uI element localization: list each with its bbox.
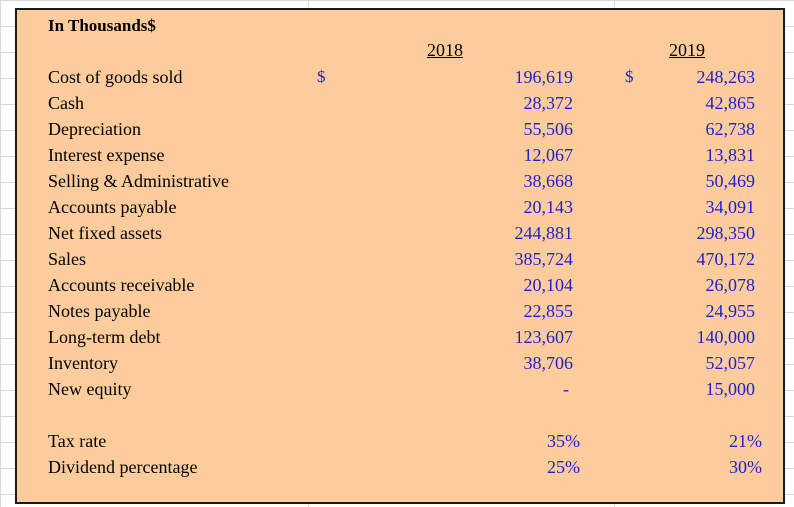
year-header-2018: 2018 (427, 40, 463, 60)
value-2018: 123,607 (514, 327, 574, 347)
value-2019: 13,831 (705, 145, 756, 165)
value-2018: - (563, 379, 569, 399)
value-2018: 55,506 (523, 119, 574, 139)
table-row: Dividend percentage 25% 30% (17, 454, 783, 480)
table-row: Net fixed assets 244,881 298,350 (17, 220, 783, 246)
table-row: Cash 28,372 42,865 (17, 90, 783, 116)
value-2019: 24,955 (705, 301, 756, 321)
row-label: Net fixed assets (48, 223, 162, 243)
row-label: Long-term debt (48, 327, 161, 347)
table-row: New equity - 15,000 (17, 376, 783, 402)
value-2019: 470,172 (696, 249, 756, 269)
row-label: Dividend percentage (48, 457, 198, 477)
table-row: Long-term debt 123,607 140,000 (17, 324, 783, 350)
value-2019: 42,865 (705, 93, 756, 113)
table-row: Selling & Administrative 38,668 50,469 (17, 168, 783, 194)
value-2019: 298,350 (696, 223, 756, 243)
value-2019: 140,000 (696, 327, 756, 347)
rate-2019: 30% (729, 457, 762, 477)
value-2019: 34,091 (705, 197, 756, 217)
value-2018: 196,619 (514, 67, 574, 87)
row-label: Cost of goods sold (48, 67, 183, 87)
value-2018: 12,067 (523, 145, 574, 165)
table-row: Cost of goods sold $ 196,619 $ 248,263 (17, 64, 783, 90)
row-label: Cash (48, 93, 84, 113)
rate-2019: 21% (729, 431, 762, 451)
value-2018: 38,706 (523, 353, 574, 373)
value-2018: 20,143 (523, 197, 574, 217)
value-2019: 52,057 (705, 353, 756, 373)
table-title: In Thousands$ (48, 16, 156, 35)
value-2018: 38,668 (523, 171, 574, 191)
row-label: Inventory (48, 353, 118, 373)
value-2019: 26,078 (705, 275, 756, 295)
row-label: Interest expense (48, 145, 165, 165)
value-2019: 50,469 (705, 171, 756, 191)
year-header-2019: 2019 (669, 40, 705, 60)
currency-symbol-2019: $ (625, 67, 634, 86)
value-2018: 385,724 (514, 249, 574, 269)
value-2019: 248,263 (696, 67, 756, 87)
table-row: Interest expense 12,067 13,831 (17, 142, 783, 168)
table-row: Tax rate 35% 21% (17, 428, 783, 454)
row-label: Tax rate (48, 431, 107, 451)
row-label: Accounts receivable (48, 275, 195, 295)
value-2019: 62,738 (705, 119, 756, 139)
value-2019: 15,000 (705, 379, 756, 399)
value-2018: 28,372 (523, 93, 574, 113)
value-2018: 244,881 (514, 223, 574, 243)
rate-2018: 35% (547, 431, 580, 451)
row-label: New equity (48, 379, 132, 399)
value-2018: 20,104 (523, 275, 574, 295)
value-2018: 22,855 (523, 301, 574, 321)
table-row: Accounts receivable 20,104 26,078 (17, 272, 783, 298)
row-label: Notes payable (48, 301, 151, 321)
rate-2018: 25% (547, 457, 580, 477)
currency-symbol-2018: $ (317, 67, 326, 86)
financial-data-panel: In Thousands$ 2018 2019 Cost of goods so… (15, 8, 785, 504)
table-row: Inventory 38,706 52,057 (17, 350, 783, 376)
table-row: Depreciation 55,506 62,738 (17, 116, 783, 142)
table-row: Accounts payable 20,143 34,091 (17, 194, 783, 220)
table-row: Notes payable 22,855 24,955 (17, 298, 783, 324)
row-label: Accounts payable (48, 197, 177, 217)
table-row: Sales 385,724 470,172 (17, 246, 783, 272)
row-label: Selling & Administrative (48, 171, 229, 191)
row-label: Sales (48, 249, 86, 269)
row-label: Depreciation (48, 119, 141, 139)
